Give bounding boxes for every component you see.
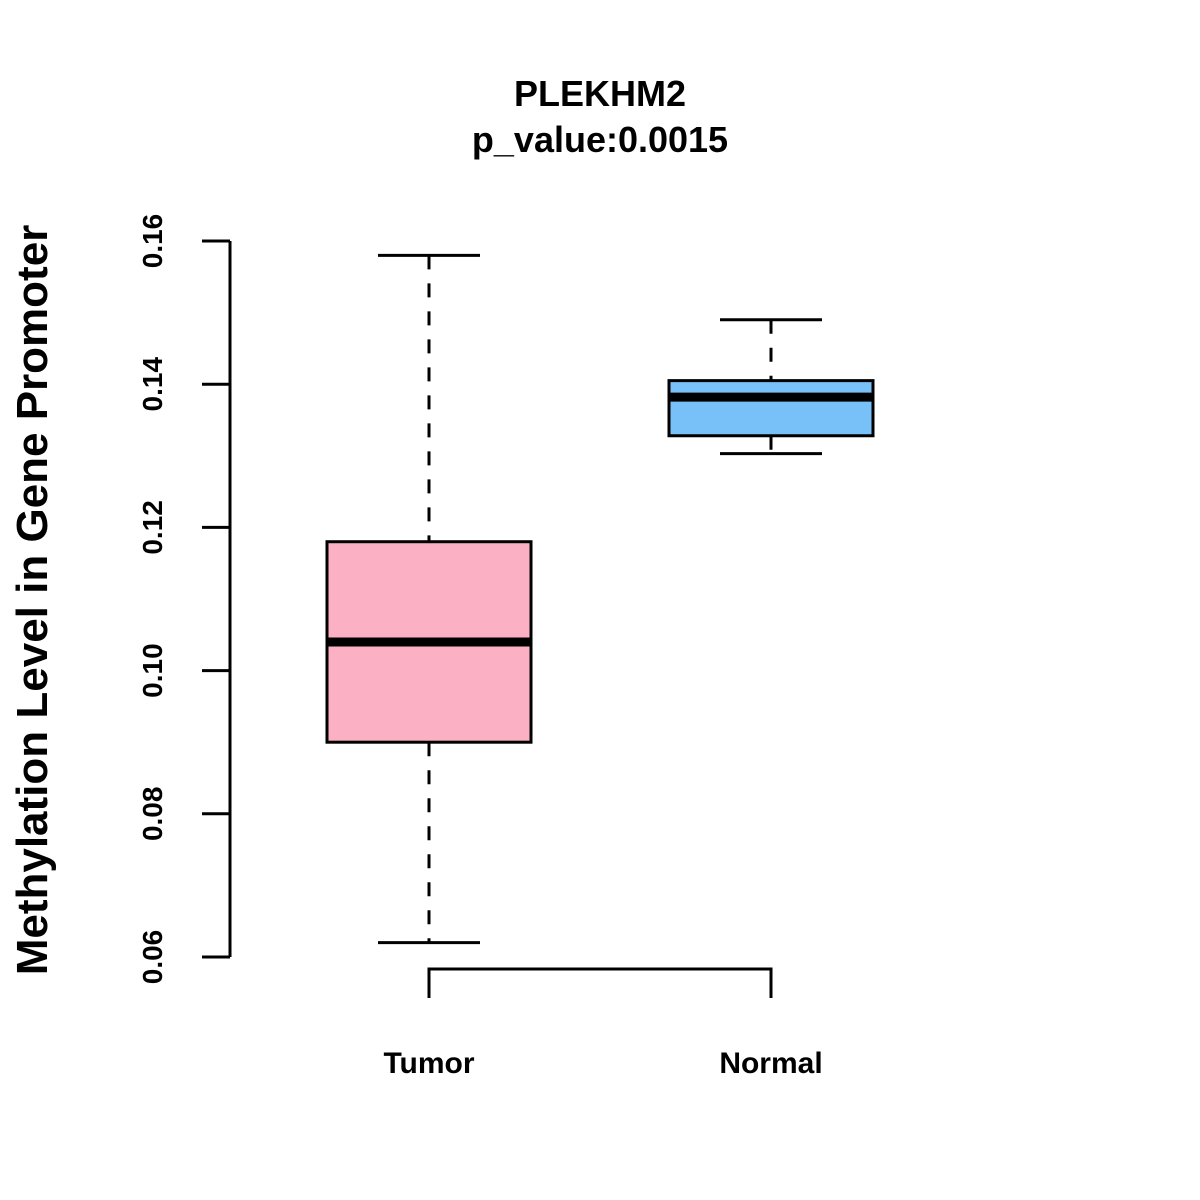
y-axis-ticks: 0.06 0.08 0.10 0.12 0.14 0.16	[137, 214, 230, 985]
box-normal	[667, 318, 875, 456]
chart-subtitle: p_value:0.0015	[472, 119, 728, 160]
box-tumor	[325, 253, 533, 945]
y-axis-label: Methylation Level in Gene Promoter	[8, 225, 57, 976]
category-labels: Tumor Normal	[383, 1047, 822, 1080]
y-tick-label: 0.12	[137, 500, 168, 555]
interquartile-box	[667, 379, 875, 438]
y-tick-label: 0.06	[137, 930, 168, 985]
y-tick-label: 0.14	[137, 357, 168, 412]
category-label-tumor: Tumor	[383, 1047, 474, 1080]
y-tick-label: 0.10	[137, 643, 168, 698]
box-series	[325, 253, 875, 945]
y-tick-label: 0.08	[137, 787, 168, 842]
category-label-normal: Normal	[719, 1047, 822, 1080]
bracket-line	[427, 967, 773, 998]
y-tick-label: 0.16	[137, 214, 168, 269]
significance-bracket	[427, 967, 773, 998]
chart-title: PLEKHM2	[514, 73, 686, 114]
